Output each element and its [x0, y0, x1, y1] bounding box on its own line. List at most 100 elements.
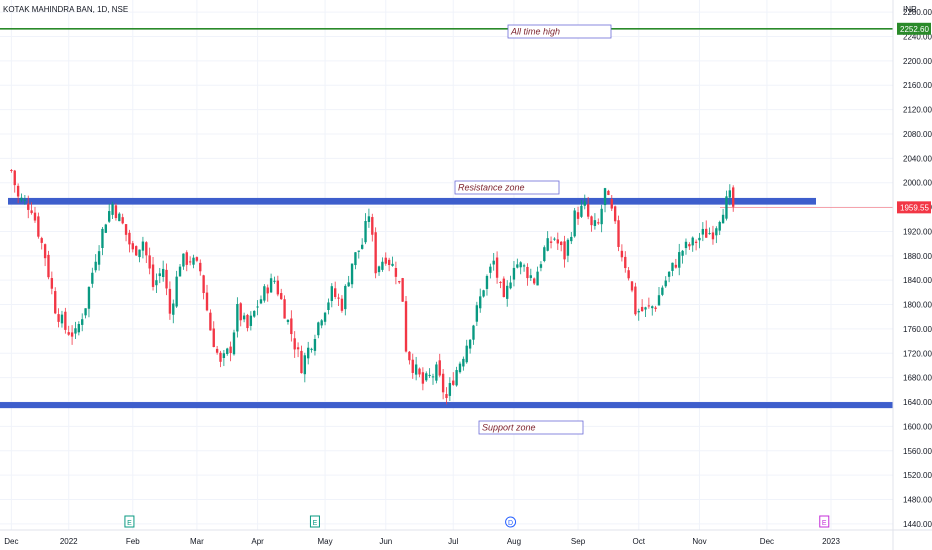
candle-body: [334, 288, 337, 297]
candle-body: [40, 238, 43, 243]
candle-body: [647, 305, 651, 307]
candles-layer: [10, 169, 735, 405]
candle-body: [300, 350, 303, 374]
candle-body: [121, 217, 124, 224]
y-tick-label: 2280.00: [903, 8, 932, 17]
candle-body: [583, 201, 586, 206]
earnings-event-marker: [309, 515, 320, 528]
x-tick-label: 2023: [822, 537, 840, 546]
time-axis[interactable]: Dec 2022 Feb Mar Apr May Jun Jul Aug Sep Oct Nov Dec…: [0, 529, 932, 546]
candle-body: [138, 249, 141, 258]
candle-body: [398, 281, 401, 283]
candle-body: [13, 170, 16, 186]
candle-body: [354, 252, 357, 266]
candle-body: [114, 205, 118, 219]
x-tick-label: Oct: [633, 537, 646, 546]
candle-body: [222, 353, 226, 358]
candle-body: [128, 232, 131, 245]
candle-body: [566, 239, 570, 256]
candle-body: [219, 352, 222, 362]
x-tick-label: Mar: [190, 537, 204, 546]
y-tick-label: 2080.00: [903, 130, 932, 139]
candle-body: [178, 266, 182, 277]
candle-body: [360, 244, 364, 249]
y-tick-label: 1720.00: [903, 349, 932, 358]
event-marker-label: E: [313, 520, 318, 527]
candle-body: [479, 296, 482, 309]
candle-body: [145, 242, 148, 256]
price-axis[interactable]: 1440.00 1480.00 1520.00 1560.00 1600.00 1640.…: [892, 0, 932, 550]
candle-body: [340, 298, 344, 311]
candle-body: [212, 328, 215, 348]
y-tick-label: 1880.00: [903, 252, 932, 261]
candle-body: [54, 291, 57, 314]
candle-body: [644, 307, 647, 310]
x-tick-label: Feb: [126, 537, 140, 546]
candle-body: [661, 287, 664, 295]
candle-body: [711, 232, 715, 240]
candle-body: [465, 345, 468, 363]
candle-body: [651, 306, 654, 309]
candle-body: [674, 264, 678, 268]
candle-body: [64, 311, 67, 330]
event-marker-label: E: [822, 520, 827, 527]
chart-grid: [0, 0, 893, 530]
candle-body: [175, 276, 178, 307]
candle-body: [485, 275, 489, 289]
x-tick-label: Sep: [571, 537, 586, 546]
candle-body: [725, 196, 728, 219]
candle-body: [47, 254, 50, 278]
candle-body: [101, 228, 104, 249]
candle-body: [506, 285, 509, 299]
candle-body: [664, 280, 667, 287]
candle-body: [91, 272, 94, 284]
support-zone-label: Support zone: [482, 423, 536, 433]
candle-body: [492, 260, 495, 265]
candle-body: [617, 220, 620, 247]
event-marker-label: D: [508, 520, 513, 527]
candle-body: [441, 373, 445, 393]
candle-body: [337, 297, 340, 299]
candle-body: [374, 232, 377, 274]
candle-body: [678, 252, 681, 268]
resistance-zone-label: Resistance zone: [458, 183, 525, 193]
last-price-tag: [897, 201, 931, 214]
candle-body: [462, 358, 465, 367]
candle-body: [30, 210, 33, 214]
candle-body: [33, 212, 37, 221]
candle-body: [394, 268, 398, 277]
support-zone-box: [478, 420, 584, 435]
candle-body: [320, 320, 323, 326]
candle-body: [637, 311, 640, 313]
candle-body: [108, 211, 111, 222]
candle-body: [215, 348, 219, 353]
candle-body: [624, 256, 627, 269]
candle-body: [593, 220, 597, 226]
candle-body: [266, 287, 269, 294]
candle-body: [620, 250, 624, 258]
candle-body: [327, 302, 330, 311]
candle-body: [239, 303, 242, 321]
candle-body: [131, 243, 134, 250]
candle-body: [124, 224, 128, 235]
candle-body: [310, 348, 313, 350]
candle-body: [236, 303, 239, 332]
all-time-high-label: All time high: [510, 27, 560, 37]
candle-body: [70, 332, 74, 337]
candle-body: [168, 288, 172, 314]
candle-body: [654, 307, 657, 309]
last-price-tag-text: 1959.55: [900, 203, 929, 212]
candle-body: [688, 244, 691, 247]
y-tick-label: 2040.00: [903, 154, 932, 163]
candle-body: [559, 241, 563, 246]
candle-body: [607, 190, 610, 195]
candle-body: [37, 216, 40, 237]
candle-body: [347, 282, 350, 287]
candle-body: [317, 322, 320, 336]
candle-body: [141, 241, 145, 251]
y-tick-label: 1520.00: [903, 471, 932, 480]
candle-body: [536, 271, 539, 286]
candle-body: [694, 241, 698, 243]
candle-body: [718, 221, 721, 231]
